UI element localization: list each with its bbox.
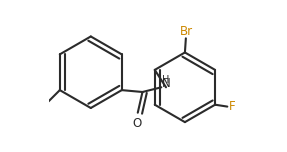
Text: H: H — [162, 75, 170, 85]
Text: O: O — [132, 117, 141, 130]
Text: N: N — [162, 77, 171, 90]
Text: Br: Br — [180, 25, 193, 38]
Text: F: F — [229, 100, 236, 113]
